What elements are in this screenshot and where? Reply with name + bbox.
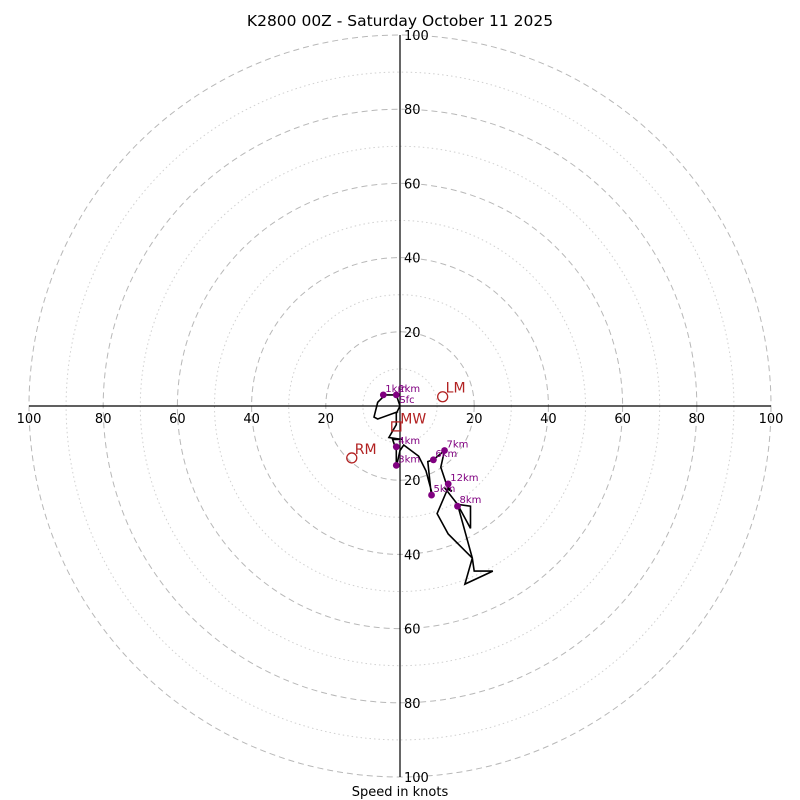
storm-motion-markers: RM LM MW [346, 381, 466, 464]
x-tick-label: 80 [689, 412, 706, 427]
height-label-6km: 6km [435, 449, 457, 460]
x-tick-label: 80 [95, 412, 112, 427]
lm-marker [437, 391, 449, 403]
tick-labels: 100 80 60 40 20 20 40 60 80 100 100 80 60 40 20 20 40 60 8… [17, 29, 784, 786]
height-point-5km [428, 491, 435, 499]
height-point-4km [392, 443, 400, 451]
x-tick-label: 20 [318, 412, 335, 427]
height-label-2km: 2km [398, 384, 420, 395]
y-tick-label: 40 [404, 548, 421, 563]
x-tick-label: 100 [17, 412, 42, 427]
y-tick-label: 40 [404, 252, 421, 267]
mw-label: MW [400, 411, 426, 427]
height-point-3km [392, 461, 400, 469]
y-tick-label: 80 [404, 103, 421, 118]
height-label-3km: 3km [398, 454, 420, 465]
height-label-4km: 4km [398, 436, 420, 447]
y-tick-label: 20 [404, 474, 421, 489]
y-tick-label: 20 [404, 326, 421, 341]
x-tick-label: 60 [169, 412, 186, 427]
height-point-8km [454, 502, 461, 510]
y-tick-label: 80 [404, 697, 421, 712]
height-label-12km: 12km [450, 473, 478, 484]
chart-title: K2800 00Z - Saturday October 11 2025 [247, 12, 553, 30]
x-tick-label: 40 [540, 412, 557, 427]
rm-marker [346, 452, 358, 464]
height-label-5km: 5km [434, 484, 456, 495]
x-tick-label: 20 [466, 412, 483, 427]
y-tick-label: 60 [404, 623, 421, 638]
height-label-1km: 1km [385, 384, 407, 395]
height-label-Sfc: Sfc [399, 395, 414, 406]
x-axis-label: Speed in knots [352, 785, 449, 800]
x-tick-label: 60 [614, 412, 631, 427]
lm-label: LM [446, 381, 466, 397]
height-label-8km: 8km [460, 495, 482, 506]
height-label-7km: 7km [447, 440, 469, 451]
y-tick-label: 100 [404, 771, 429, 786]
mw-marker [391, 421, 402, 432]
height-point-6km [429, 456, 437, 464]
height-point-1km [379, 391, 387, 399]
x-tick-label: 40 [243, 412, 260, 427]
height-point-12km [444, 480, 452, 488]
y-tick-label: 60 [404, 177, 421, 192]
height-point-7km [441, 447, 448, 454]
x-tick-label: 100 [759, 412, 784, 427]
height-point-2km [392, 391, 400, 399]
y-tick-label: 100 [404, 29, 429, 44]
rm-label: RM [355, 442, 377, 458]
